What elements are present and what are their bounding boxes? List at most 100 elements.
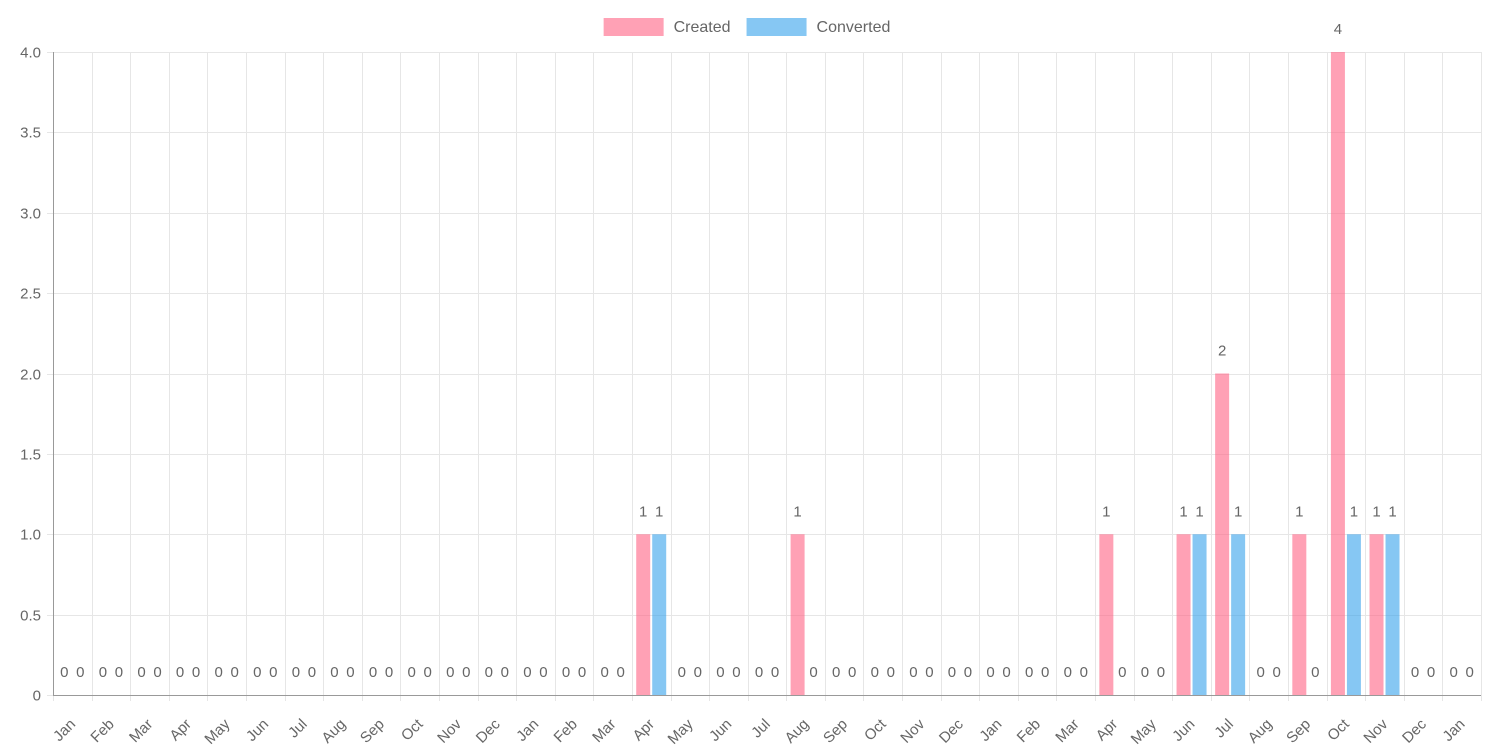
created-data-label: 0	[948, 664, 956, 681]
y-tick-label: 3.0	[20, 206, 41, 223]
converted-data-label: 1	[655, 503, 663, 520]
converted-data-label: 0	[732, 664, 740, 681]
converted-bar[interactable]	[1385, 534, 1400, 695]
created-data-label: 1	[1372, 503, 1380, 520]
x-tick-label: Oct	[398, 715, 427, 744]
created-bar[interactable]	[1330, 52, 1345, 695]
converted-data-label: 0	[1466, 664, 1474, 681]
y-tick-label: 3.5	[20, 125, 41, 142]
converted-data-label: 0	[848, 664, 856, 681]
created-data-label: 0	[562, 664, 570, 681]
created-data-label: 2	[1218, 343, 1226, 360]
converted-bar[interactable]	[1231, 534, 1246, 695]
x-tick-label: Jan	[1439, 716, 1468, 745]
x-tick-label: Nov	[434, 715, 465, 745]
created-bar[interactable]	[1215, 373, 1230, 696]
x-tick-label: Mar	[589, 716, 619, 745]
x-tick-label: Jan	[976, 716, 1005, 745]
converted-bar[interactable]	[1346, 534, 1361, 695]
created-data-label: 0	[446, 664, 454, 681]
converted-data-label: 0	[346, 664, 354, 681]
created-data-label: 0	[407, 664, 415, 681]
x-tick-label: Dec	[936, 715, 967, 745]
x-tick-label: Aug	[782, 716, 813, 745]
converted-data-label: 0	[308, 664, 316, 681]
y-tick-label: 0	[33, 688, 41, 705]
x-tick-label: Jan	[513, 716, 542, 745]
created-data-label: 0	[716, 664, 724, 681]
created-data-label: 0	[253, 664, 261, 681]
x-tick-label: Apr	[1093, 716, 1122, 745]
created-data-label: 0	[871, 664, 879, 681]
created-data-label: 0	[1257, 664, 1265, 681]
x-tick-label: Apr	[166, 716, 195, 745]
converted-data-label: 0	[809, 664, 817, 681]
created-bar[interactable]	[636, 534, 651, 695]
created-data-label: 0	[1064, 664, 1072, 681]
x-tick-label: Dec	[1399, 715, 1430, 745]
converted-bar[interactable]	[1192, 534, 1207, 695]
created-data-label: 0	[215, 664, 223, 681]
converted-data-label: 0	[1080, 664, 1088, 681]
created-data-label: 0	[986, 664, 994, 681]
y-tick-label: 2.0	[20, 367, 41, 384]
created-data-label: 0	[369, 664, 377, 681]
converted-data-label: 1	[1234, 503, 1242, 520]
converted-data-label: 0	[1273, 664, 1281, 681]
converted-data-label: 0	[231, 664, 239, 681]
converted-data-label: 0	[153, 664, 161, 681]
created-bar[interactable]	[790, 534, 805, 695]
created-data-label: 1	[1295, 503, 1303, 520]
created-data-label: 1	[1179, 503, 1187, 520]
created-data-label: 0	[755, 664, 763, 681]
created-data-label: 0	[292, 664, 300, 681]
created-data-label: 0	[909, 664, 917, 681]
y-tick-label: 1.0	[20, 527, 41, 544]
created-bar[interactable]	[1099, 534, 1114, 695]
converted-data-label: 1	[1388, 503, 1396, 520]
x-tick-label: Nov	[1360, 715, 1391, 745]
converted-data-label: 0	[1157, 664, 1165, 681]
y-tick-label: 1.5	[20, 447, 41, 464]
created-data-label: 0	[1411, 664, 1419, 681]
created-data-label: 0	[176, 664, 184, 681]
converted-bar[interactable]	[652, 534, 667, 695]
x-tick-label: Mar	[126, 716, 156, 745]
y-tick-label: 0.5	[20, 608, 41, 625]
converted-data-label: 0	[1311, 664, 1319, 681]
legend-swatch-converted	[746, 18, 807, 36]
created-data-label: 1	[793, 503, 801, 520]
created-data-label: 0	[99, 664, 107, 681]
converted-data-label: 0	[423, 664, 431, 681]
x-tick-label: Jul	[1211, 716, 1237, 742]
created-data-label: 0	[60, 664, 68, 681]
created-data-label: 0	[485, 664, 493, 681]
converted-data-label: 0	[1118, 664, 1126, 681]
x-tick-label: Oct	[861, 715, 890, 744]
created-bar[interactable]	[1292, 534, 1307, 695]
legend[interactable]: Created Converted	[603, 18, 891, 36]
converted-data-label: 0	[771, 664, 779, 681]
created-data-label: 0	[330, 664, 338, 681]
x-tick-label: Apr	[630, 716, 659, 745]
created-bar[interactable]	[1176, 534, 1191, 695]
converted-data-label: 0	[539, 664, 547, 681]
created-data-label: 0	[1141, 664, 1149, 681]
converted-data-label: 0	[501, 664, 509, 681]
x-tick-label: Feb	[551, 716, 581, 745]
converted-data-label: 0	[269, 664, 277, 681]
legend-label: Created	[674, 19, 731, 36]
legend-item-created[interactable]: Created	[603, 18, 731, 36]
converted-data-label: 0	[694, 664, 702, 681]
converted-data-label: 0	[385, 664, 393, 681]
created-bar[interactable]	[1369, 534, 1384, 695]
converted-data-label: 0	[616, 664, 624, 681]
x-tick-label: Jun	[243, 716, 272, 745]
legend-label: Converted	[817, 19, 891, 36]
legend-item-converted[interactable]: Converted	[746, 18, 891, 36]
converted-data-label: 0	[76, 664, 84, 681]
converted-data-label: 0	[1002, 664, 1010, 681]
